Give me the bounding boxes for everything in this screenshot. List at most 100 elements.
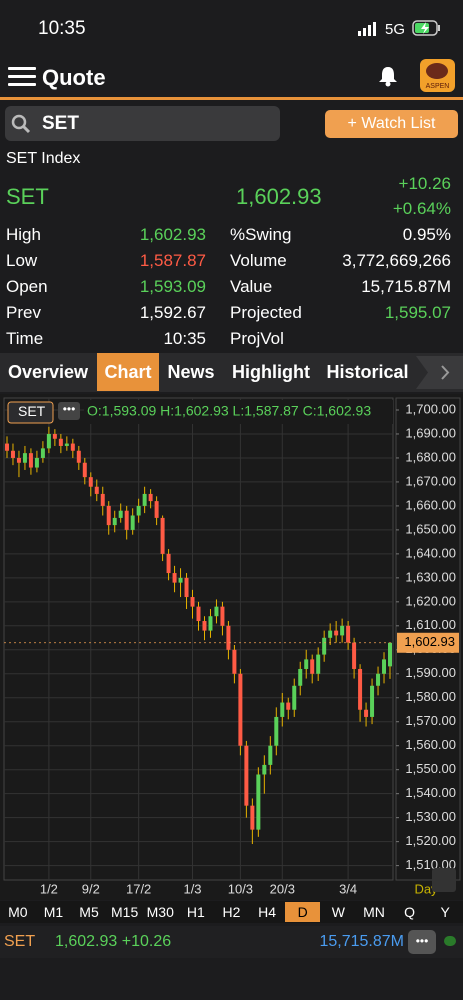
candle-body [106, 505, 111, 526]
candle-body [298, 668, 303, 686]
change: +10.26 [398, 174, 451, 193]
y-tick-label: 1,660.00 [405, 497, 456, 512]
candle-body [268, 745, 273, 765]
candle-body [370, 685, 375, 717]
y-tick-label: 1,620.00 [405, 593, 456, 608]
stat-value: 3,772,669,266 [342, 251, 451, 270]
timeframe[interactable]: M5 [79, 904, 99, 920]
y-tick-label: 1,700.00 [405, 401, 456, 416]
candle-body [154, 501, 159, 518]
footer-price: 1,602.93 +10.26 [55, 933, 172, 950]
candle-body [376, 673, 381, 686]
footer-more[interactable]: ••• [408, 930, 436, 954]
candle-body [178, 577, 183, 583]
candle-body [76, 450, 81, 463]
y-tick-label: 1,630.00 [405, 569, 456, 584]
search-icon [11, 114, 31, 134]
bell-icon[interactable] [377, 65, 399, 87]
candle-body [352, 642, 357, 669]
signal-icon [358, 22, 376, 36]
candle-body [94, 486, 99, 494]
stat-label: ProjVol [230, 329, 284, 348]
stat-label: High [6, 225, 41, 244]
axis-frame [395, 397, 461, 881]
candle-body [280, 702, 285, 717]
candle-body [58, 438, 63, 446]
timeframe[interactable]: W [331, 904, 345, 920]
footer-symbol: SET [4, 933, 36, 950]
candle-body [262, 764, 267, 775]
candle-body [292, 685, 297, 710]
more-chip[interactable] [58, 402, 80, 420]
page-title: Quote [42, 65, 106, 90]
candle-body [22, 453, 27, 463]
timeframe[interactable]: D [285, 902, 321, 922]
ohlc-bg [84, 400, 390, 424]
timeframe[interactable]: Q [404, 904, 415, 920]
candle-body [88, 477, 93, 487]
x-tick-label: 1/3 [183, 881, 201, 896]
candle-body [232, 649, 237, 674]
network: 5G [385, 21, 406, 38]
stat-label: Value [230, 277, 273, 296]
candle-body [334, 630, 339, 636]
candle-body [346, 625, 351, 643]
tab-active[interactable]: Chart [97, 353, 159, 391]
expand-button[interactable] [432, 868, 456, 892]
menu-icon[interactable] [8, 66, 36, 88]
timeframe[interactable]: H2 [222, 904, 241, 920]
candle-body [130, 515, 135, 530]
timeframe[interactable]: H1 [186, 904, 205, 920]
candle-body [112, 517, 117, 526]
timeframe[interactable]: M1 [43, 904, 64, 920]
candle-body [328, 630, 333, 638]
tab-next[interactable] [416, 356, 463, 389]
candle-body [322, 637, 327, 655]
candle-body [70, 443, 75, 451]
candle-body [316, 654, 321, 674]
candle-body [34, 457, 39, 468]
stat-label: Projected [230, 303, 302, 322]
y-tick-label: 1,680.00 [405, 449, 456, 464]
symbol-chip[interactable] [7, 401, 54, 424]
stat-value: 10:35 [163, 329, 206, 348]
logo[interactable]: ASPEN [420, 59, 455, 92]
ohlc-label: O:1,593.09 H:1,602.93 L:1,587.87 C:1,602… [87, 403, 371, 419]
y-tick-label: 1,520.00 [405, 833, 456, 848]
timeframe[interactable]: M30 [146, 904, 174, 920]
candle-body [388, 642, 393, 667]
timeframe-bar [0, 901, 463, 923]
candle-body [148, 493, 153, 502]
footer-icon [444, 936, 456, 946]
timeframe[interactable]: MN [363, 904, 385, 920]
search-box[interactable]: SET [5, 106, 280, 141]
candle-body [64, 443, 69, 446]
stat-value: 1,595.07 [384, 303, 451, 322]
timeframe[interactable]: M15 [111, 904, 139, 920]
header-divider [0, 97, 463, 100]
watch-list-button[interactable]: + Watch List [325, 110, 458, 138]
chart: 1,510.001,520.001,530.001,540.001,550.00… [0, 394, 463, 900]
last-price-box [397, 632, 459, 653]
timeframe[interactable]: Y [440, 904, 450, 920]
candle-body [40, 448, 45, 458]
chart-symbol: SET [18, 403, 46, 419]
tab[interactable]: Highlight [232, 362, 310, 382]
x-tick-label: 20/3 [270, 881, 295, 896]
candle-body [340, 625, 345, 636]
tab[interactable]: Overview [7, 362, 89, 382]
y-tick-label: 1,560.00 [405, 737, 456, 752]
candle-body [160, 517, 165, 554]
tab-bar [0, 353, 463, 392]
footer-value: 15,715.87M [319, 933, 404, 950]
candle-body [244, 745, 249, 806]
y-tick-label: 1,640.00 [405, 545, 456, 560]
candle-body [196, 606, 201, 622]
timeframe[interactable]: M0 [8, 904, 28, 920]
y-tick-label: 1,610.00 [405, 617, 456, 632]
chart-bg [0, 394, 463, 900]
timeframe[interactable]: H4 [258, 904, 277, 920]
tab[interactable]: News [167, 362, 215, 382]
tab[interactable]: Historical [326, 362, 409, 382]
y-tick-label: 1,540.00 [405, 785, 456, 800]
